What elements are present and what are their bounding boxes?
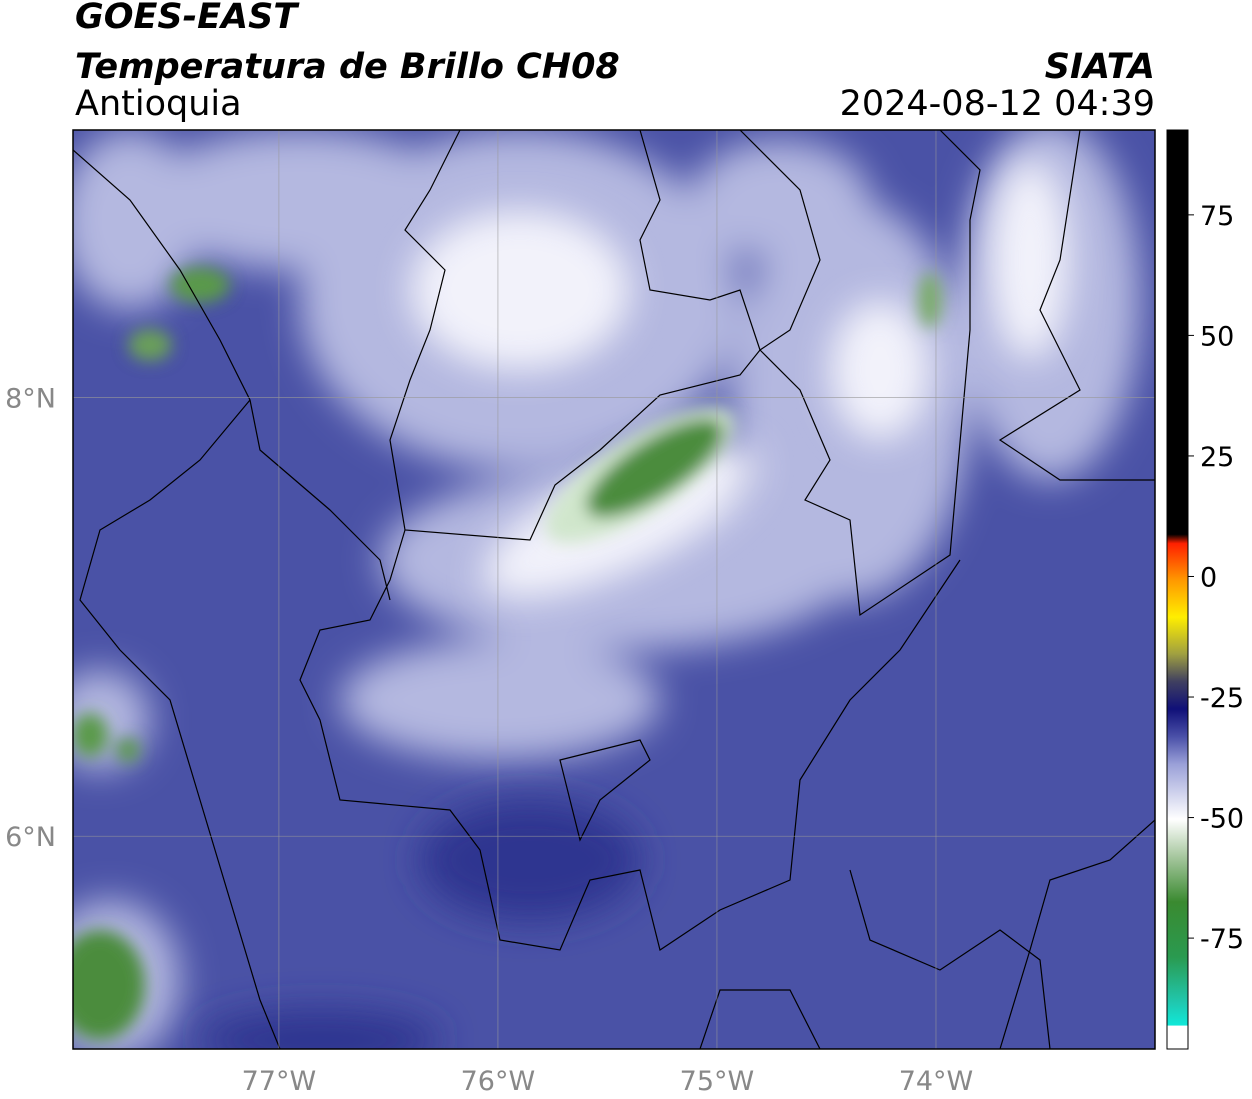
colorbar-tick-label: 75 <box>1200 201 1234 232</box>
x-tick-label: 75°W <box>680 1066 755 1097</box>
y-tick-label: 8°N <box>5 384 56 415</box>
x-tick-label: 74°W <box>899 1066 974 1097</box>
colorbar-tick-label: 50 <box>1200 321 1234 352</box>
x-tick-label: 76°W <box>461 1066 536 1097</box>
network: GOES-EAST <box>75 0 300 37</box>
colorbar-tick-label: -75 <box>1200 924 1244 955</box>
map-frame <box>72 129 1156 1050</box>
colorbar-tick-label: -25 <box>1200 683 1244 714</box>
title: Temperatura de Brillo CH08 <box>75 47 620 87</box>
source: SIATA <box>1045 47 1155 87</box>
borders <box>73 130 1155 1049</box>
y-tick-label: 6°N <box>5 822 56 853</box>
x-tick-label: 77°W <box>242 1066 317 1097</box>
datetime: 2024-08-12 04:39 <box>840 84 1155 124</box>
colorbar-tick-label: -50 <box>1200 804 1244 835</box>
region: Antioquia <box>75 84 242 124</box>
colorbar-tick-label: 0 <box>1200 562 1217 593</box>
colorbar <box>1166 129 1189 1050</box>
colorbar-tick-label: 25 <box>1200 442 1234 473</box>
map-image <box>73 130 1155 1049</box>
gridlines <box>73 130 1155 1049</box>
